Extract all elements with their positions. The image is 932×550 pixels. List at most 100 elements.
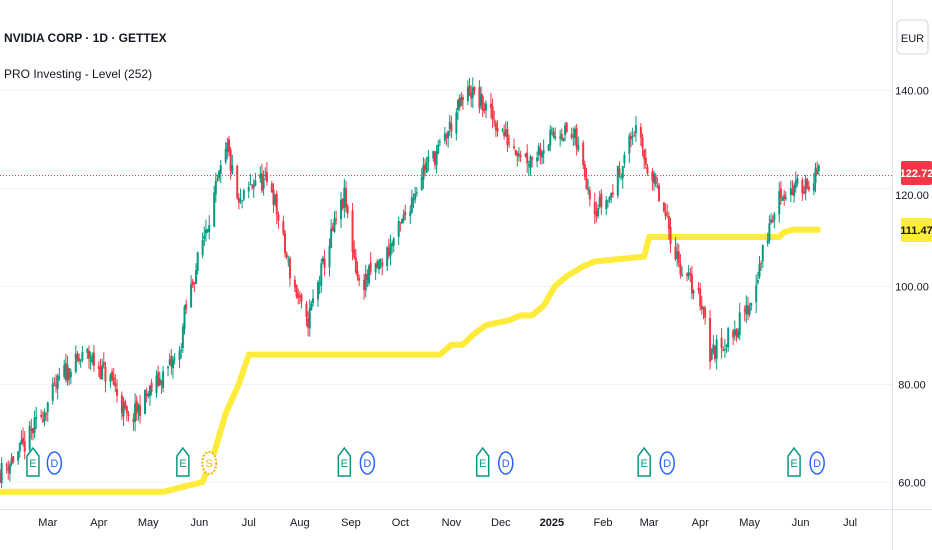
- candle-body: [608, 196, 611, 200]
- currency-box[interactable]: [896, 19, 929, 55]
- candle-body: [147, 393, 150, 397]
- candle-body: [460, 97, 463, 106]
- time-axis-labels[interactable]: Mar Apr May Jun Jul Aug Sep Oct Nov Dec 2025 Feb Mar…: [38, 517, 857, 529]
- split-event-icon[interactable]: S: [201, 451, 218, 475]
- dividend-event-icon[interactable]: D: [659, 451, 675, 475]
- candle-body: [402, 214, 405, 221]
- candle-body: [376, 261, 379, 268]
- candle-body: [536, 157, 539, 162]
- candle-body: [723, 349, 726, 351]
- candle-body: [784, 197, 787, 199]
- candle-body: [31, 428, 34, 434]
- dividend-marker-shape: [498, 451, 514, 475]
- candle-body: [628, 135, 631, 154]
- candle-body: [145, 393, 148, 397]
- candle-body: [89, 360, 92, 362]
- candle-body: [562, 137, 565, 141]
- candle-body: [514, 149, 517, 155]
- candle-body: [150, 382, 153, 392]
- candle-body: [616, 166, 619, 196]
- candle-body: [654, 175, 657, 185]
- candle-body: [621, 166, 624, 179]
- candle-body: [178, 350, 181, 360]
- candle-body: [312, 298, 315, 303]
- earnings-event-icon[interactable]: E: [337, 446, 352, 477]
- candle-body: [143, 389, 146, 415]
- dividend-marker-letter: D: [813, 458, 821, 470]
- candle-body: [547, 144, 550, 151]
- candle-body: [414, 193, 417, 200]
- candle-body: [35, 416, 38, 419]
- candle-body: [351, 210, 354, 252]
- candle-body: [435, 151, 438, 166]
- candle-body: [770, 219, 773, 223]
- candle-body: [483, 108, 486, 111]
- candle-body: [748, 306, 751, 315]
- candle-body: [606, 200, 609, 202]
- candle-body: [704, 308, 707, 318]
- candle-body: [677, 251, 680, 264]
- candle-body: [450, 123, 453, 132]
- dividend-marker-letter: D: [363, 458, 371, 470]
- candle-body: [340, 199, 343, 220]
- candle-body: [760, 263, 763, 265]
- candle-body: [643, 150, 646, 160]
- candle-body: [433, 151, 436, 165]
- candle-body: [727, 328, 730, 348]
- candle-body: [379, 259, 382, 262]
- candle-body: [5, 464, 8, 466]
- price-axis-labels[interactable]: 60.00 80.00 100.00 140.00: [895, 86, 929, 490]
- candle-body: [295, 285, 298, 297]
- earnings-event-icon[interactable]: E: [176, 446, 190, 477]
- candle-body: [600, 193, 603, 208]
- indicator-title[interactable]: PRO Investing - Level (252): [4, 67, 153, 81]
- candle-body: [468, 85, 471, 96]
- time-tick-label: May: [739, 517, 760, 529]
- dividend-event-icon[interactable]: D: [809, 451, 825, 475]
- symbol-title[interactable]: NVIDIA CORP · 1D · GETTEX: [4, 31, 167, 45]
- candle-body: [493, 120, 496, 122]
- candle-body: [537, 146, 540, 155]
- candle-body: [320, 263, 323, 287]
- candle-body: [542, 150, 545, 154]
- candle-body: [201, 240, 204, 256]
- candle-body: [132, 418, 135, 423]
- time-tick-label: Aug: [290, 517, 310, 529]
- candle-body: [111, 371, 114, 381]
- candle-body: [297, 293, 300, 298]
- candle-body: [213, 192, 216, 227]
- grid-lines: [0, 90, 892, 483]
- candle-body: [573, 128, 576, 138]
- candle-body: [527, 164, 530, 166]
- candle-body: [517, 153, 520, 156]
- candle-body: [155, 375, 158, 394]
- candle-body: [262, 178, 265, 189]
- candle-body: [550, 128, 553, 130]
- candle-body: [344, 188, 347, 208]
- candle-body: [237, 197, 240, 203]
- earnings-event-icon[interactable]: E: [26, 446, 40, 477]
- candle-body: [307, 317, 310, 328]
- earnings-event-icon[interactable]: E: [787, 446, 801, 477]
- candle-body: [634, 125, 637, 134]
- dividend-event-icon[interactable]: D: [359, 451, 376, 475]
- candle-body: [101, 365, 104, 380]
- earnings-event-icon[interactable]: E: [637, 446, 651, 477]
- candle-body: [272, 189, 275, 205]
- candle-body: [470, 92, 473, 99]
- dividend-event-icon[interactable]: D: [46, 451, 63, 475]
- candle-body: [28, 425, 31, 450]
- candle-body: [76, 353, 79, 360]
- time-tick-label: Jun: [190, 517, 208, 529]
- candle-body: [195, 270, 198, 284]
- candle-body: [241, 200, 244, 202]
- candle-body: [802, 191, 805, 194]
- dividend-event-icon[interactable]: D: [498, 451, 514, 475]
- candle-body: [208, 225, 211, 232]
- earnings-event-icon[interactable]: E: [475, 446, 490, 477]
- candle-body: [756, 279, 759, 283]
- candle-body: [755, 285, 758, 303]
- candle-body: [773, 213, 776, 221]
